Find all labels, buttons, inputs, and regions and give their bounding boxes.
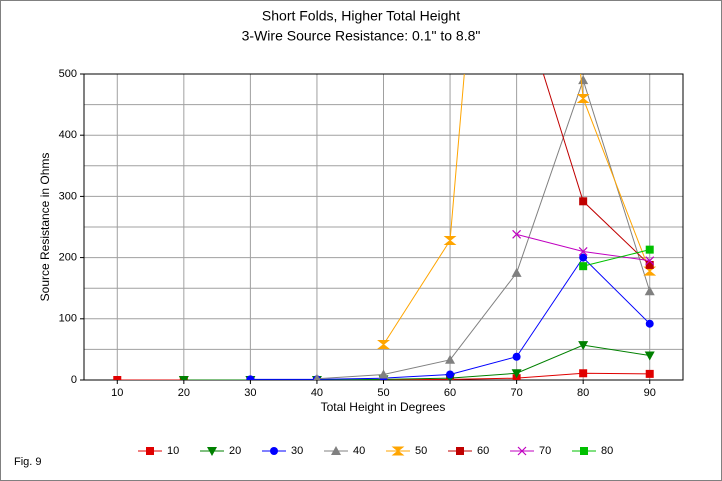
chart-subtitle: 3-Wire Source Resistance: 0.1" to 8.8" bbox=[242, 28, 481, 44]
legend-label: 80 bbox=[601, 445, 613, 457]
legend-label: 30 bbox=[291, 445, 303, 457]
data-point bbox=[645, 369, 654, 378]
legend-marker bbox=[270, 447, 278, 455]
y-tick-label: 400 bbox=[59, 129, 77, 141]
series-line bbox=[583, 249, 650, 267]
legend-marker bbox=[331, 446, 341, 455]
y-tick-label: 200 bbox=[59, 252, 77, 264]
data-point bbox=[578, 247, 588, 256]
y-tick-label: 100 bbox=[59, 313, 77, 325]
y-axis-label: Source Resistance in Ohms bbox=[38, 153, 52, 302]
x-tick-label: 90 bbox=[644, 387, 656, 399]
data-point bbox=[644, 286, 655, 296]
series-layer bbox=[113, 74, 657, 380]
y-tick-label: 0 bbox=[71, 374, 77, 386]
legend-marker bbox=[517, 446, 527, 456]
data-point bbox=[579, 253, 588, 262]
data-point bbox=[512, 352, 521, 361]
data-point bbox=[578, 75, 589, 85]
chart-title: Short Folds, Higher Total Height bbox=[262, 8, 460, 24]
legend-marker bbox=[207, 447, 217, 456]
legend-label: 50 bbox=[415, 445, 427, 457]
data-point bbox=[578, 341, 589, 351]
legend-marker bbox=[146, 447, 154, 455]
data-point bbox=[645, 260, 654, 269]
x-tick-label: 10 bbox=[111, 387, 123, 399]
y-tick-label: 300 bbox=[59, 190, 77, 202]
data-point bbox=[512, 229, 522, 239]
data-point bbox=[377, 340, 390, 350]
data-point bbox=[246, 375, 255, 380]
legend-label: 20 bbox=[229, 445, 241, 457]
data-point bbox=[645, 319, 654, 328]
data-point bbox=[576, 93, 590, 103]
data-point bbox=[113, 376, 122, 380]
data-point bbox=[313, 373, 321, 380]
data-point bbox=[645, 256, 655, 266]
legend-marker bbox=[391, 446, 405, 456]
data-point bbox=[579, 197, 588, 206]
data-point bbox=[443, 235, 457, 245]
figure-note: Fig. 9 bbox=[14, 456, 42, 468]
data-point bbox=[644, 351, 655, 361]
x-tick-label: 30 bbox=[244, 387, 256, 399]
data-point bbox=[378, 369, 389, 379]
x-axis-label: Total Height in Degrees bbox=[321, 400, 446, 414]
legend-label: 10 bbox=[167, 445, 179, 457]
legend-marker bbox=[456, 447, 464, 455]
series-line bbox=[183, 344, 650, 380]
data-point bbox=[511, 369, 522, 379]
data-point bbox=[645, 245, 654, 254]
x-tick-label: 80 bbox=[577, 387, 589, 399]
data-point bbox=[178, 376, 189, 380]
legend-marker bbox=[580, 447, 588, 455]
y-tick-label: 500 bbox=[59, 68, 77, 80]
series-line bbox=[316, 78, 651, 380]
x-tick-label: 50 bbox=[377, 387, 389, 399]
data-point bbox=[511, 267, 522, 277]
legend-label: 70 bbox=[539, 445, 551, 457]
x-tick-label: 20 bbox=[178, 387, 190, 399]
data-point bbox=[445, 354, 456, 364]
series-line bbox=[383, 74, 651, 345]
legend-label: 40 bbox=[353, 445, 365, 457]
x-tick-label: 40 bbox=[311, 387, 323, 399]
data-point bbox=[579, 369, 588, 378]
x-tick-label: 60 bbox=[444, 387, 456, 399]
legend-label: 60 bbox=[477, 445, 489, 457]
data-point bbox=[579, 262, 588, 271]
data-point bbox=[446, 370, 455, 379]
x-tick-label: 70 bbox=[510, 387, 522, 399]
